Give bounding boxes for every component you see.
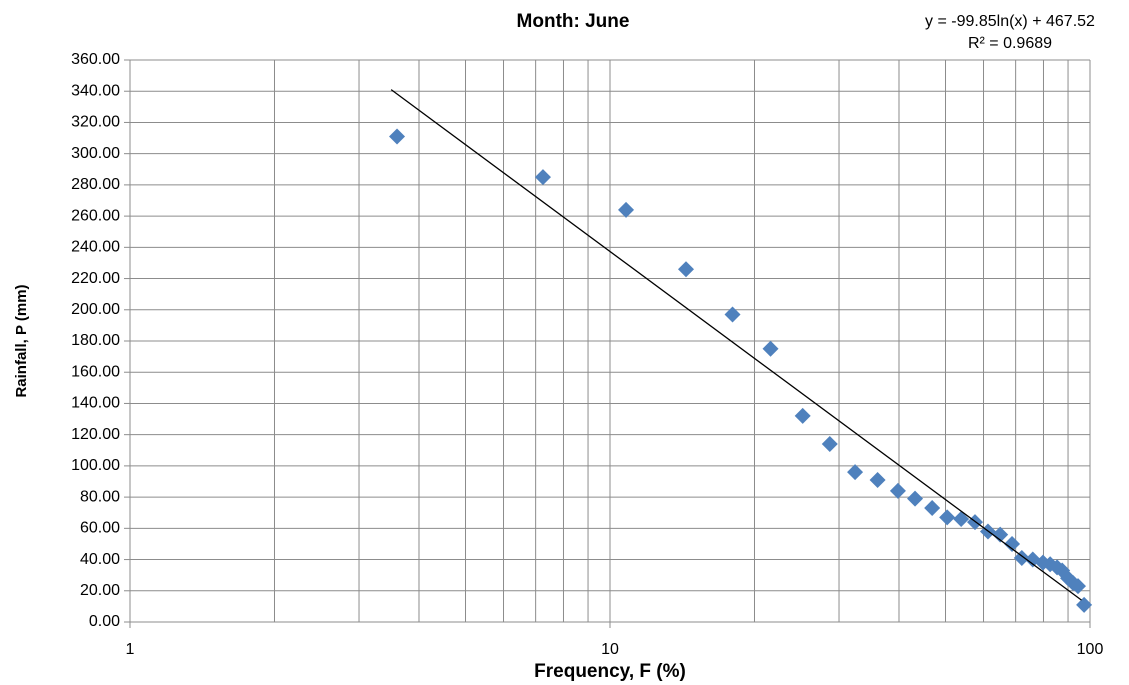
data-point <box>762 340 779 357</box>
y-tick-label: 280.00 <box>71 176 120 193</box>
data-point <box>724 306 741 323</box>
data-point <box>847 464 864 481</box>
x-tick-label: 100 <box>1077 641 1104 658</box>
y-tick-label: 140.00 <box>71 395 120 412</box>
data-point <box>618 201 635 218</box>
y-tick-label: 120.00 <box>71 426 120 443</box>
y-tick-label: 40.00 <box>80 551 120 568</box>
y-tick-label: 200.00 <box>71 301 120 318</box>
data-point <box>678 261 695 278</box>
data-point <box>1004 535 1021 552</box>
data-point <box>821 436 838 453</box>
x-tick-label: 1 <box>126 641 135 658</box>
y-tick-label: 360.00 <box>71 51 120 68</box>
data-point <box>534 169 551 186</box>
y-tick-label: 320.00 <box>71 114 120 131</box>
y-tick-label: 0.00 <box>89 613 120 630</box>
data-point <box>389 128 406 145</box>
data-point <box>953 510 970 527</box>
data-point <box>794 407 811 424</box>
x-tick-label: 10 <box>601 641 619 658</box>
y-tick-label: 300.00 <box>71 145 120 162</box>
data-point <box>992 526 1009 543</box>
data-point <box>869 471 886 488</box>
data-point <box>1013 549 1030 566</box>
y-axis-label: Rainfall, P (mm) <box>13 284 30 397</box>
y-tick-label: 260.00 <box>71 207 120 224</box>
y-tick-label: 220.00 <box>71 270 120 287</box>
y-tick-label: 80.00 <box>80 488 120 505</box>
x-axis-label: Frequency, F (%) <box>534 661 686 682</box>
y-tick-label: 20.00 <box>80 582 120 599</box>
chart-title: Month: June <box>517 11 630 32</box>
y-tick-label: 340.00 <box>71 82 120 99</box>
data-point <box>889 482 906 499</box>
y-tick-label: 60.00 <box>80 520 120 537</box>
y-tick-label: 160.00 <box>71 363 120 380</box>
data-point <box>907 490 924 507</box>
data-point <box>924 500 941 517</box>
data-point <box>939 509 956 526</box>
r-squared: R² = 0.9689 <box>968 35 1052 52</box>
trendline <box>390 89 1082 601</box>
y-tick-label: 180.00 <box>71 332 120 349</box>
y-tick-label: 100.00 <box>71 457 120 474</box>
data-point <box>1076 596 1093 613</box>
data-point <box>1069 578 1086 595</box>
y-tick-label: 240.00 <box>71 239 120 256</box>
trend-equation: y = -99.85ln(x) + 467.52 <box>925 13 1095 30</box>
